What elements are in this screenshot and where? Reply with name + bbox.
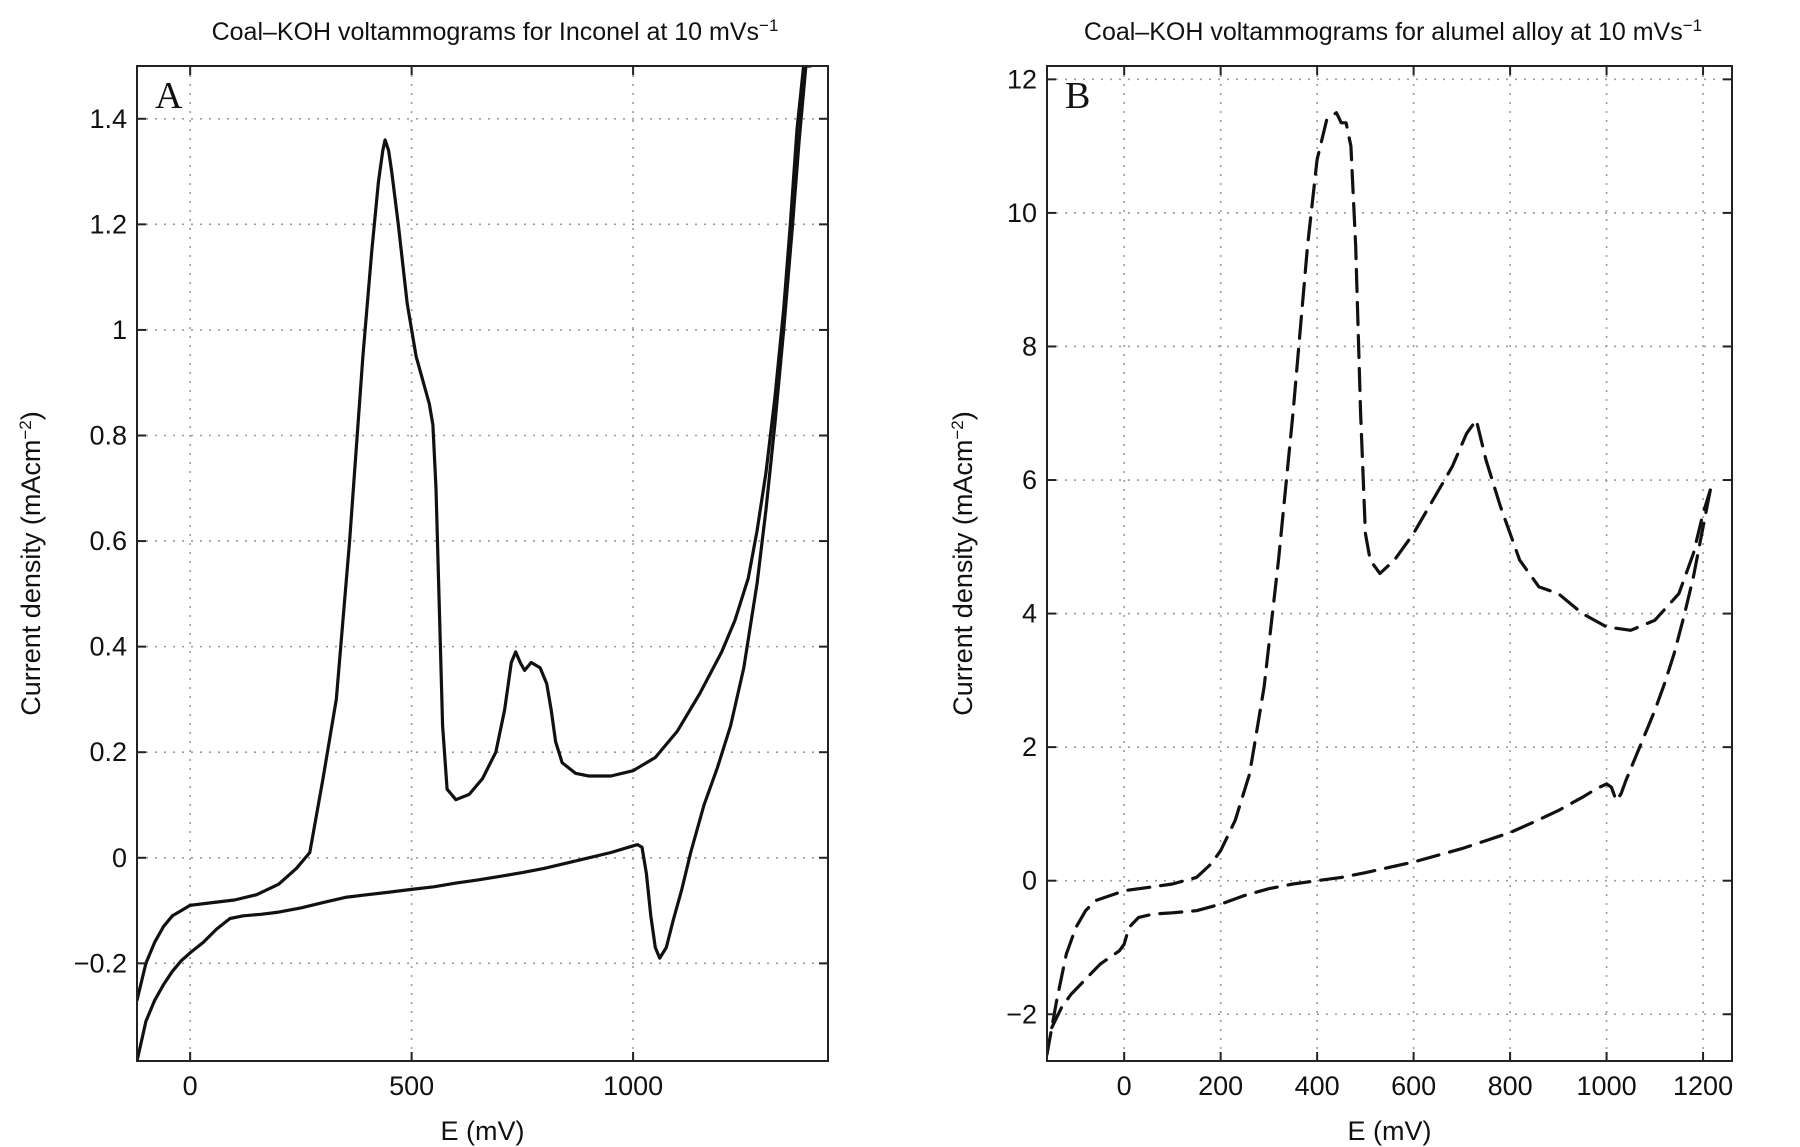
y-tick-label: 1 — [112, 315, 127, 345]
x-tick-label: 1000 — [1577, 1071, 1637, 1101]
y-tick-label: 0.6 — [89, 526, 127, 556]
series-1-line — [1047, 111, 1712, 1056]
x-tick-label: 0 — [183, 1071, 198, 1101]
x-tick-label: 600 — [1391, 1071, 1436, 1101]
y-tick-label: 4 — [1022, 599, 1037, 629]
x-axis-label-b: E (mV) — [1348, 1116, 1432, 1146]
x-tick-label: 500 — [389, 1071, 434, 1101]
series-1-line — [137, 66, 812, 1002]
plot-frame-b — [1046, 65, 1733, 1062]
x-tick-label: 1000 — [603, 1071, 663, 1101]
curves-b — [1047, 111, 1712, 1056]
x-axis-label-a: E (mV) — [441, 1116, 525, 1146]
y-tick-label: 12 — [1007, 64, 1037, 94]
y-tick-label: 0 — [1022, 866, 1037, 896]
y-tick-label: 6 — [1022, 465, 1037, 495]
grid-a — [137, 66, 828, 1061]
ticks-a: 0 500 1000 −0.2 0 0.2 0.4 0.6 0.8 1 1.2 1.4 — [74, 66, 828, 1101]
y-tick-label: −2 — [1006, 999, 1037, 1029]
x-tick-label: 800 — [1488, 1071, 1533, 1101]
x-tick-label: 200 — [1198, 1071, 1243, 1101]
panel-label-a: A — [155, 75, 183, 117]
y-tick-label: 1.2 — [89, 209, 127, 239]
y-axis-label-a: Current density (mAcm−2) — [16, 411, 47, 715]
x-tick-label: 0 — [1117, 1071, 1132, 1101]
y-tick-label: 0 — [112, 843, 127, 873]
grid-b — [1047, 66, 1732, 1061]
y-tick-label: 2 — [1022, 732, 1037, 762]
x-tick-label: 400 — [1295, 1071, 1340, 1101]
panel-label-b: B — [1065, 75, 1090, 117]
ticks-b: 0 200 400 600 800 1000 1200 −2 0 2 4 6 8 10 12 — [1006, 64, 1733, 1101]
chart-panel-b: 0 200 400 600 800 1000 1200 −2 0 2 4 6 8 10 12 B Coal–… — [948, 16, 1734, 1147]
y-tick-label: 8 — [1022, 331, 1037, 361]
chart-panel-a: 0 500 1000 −0.2 0 0.2 0.4 0.6 0.8 1 1.2 1.4 A Coal–… — [16, 16, 829, 1146]
y-axis-label-b: Current density (mAcm−2) — [948, 411, 979, 715]
y-tick-label: −0.2 — [74, 948, 127, 978]
series-2-line — [137, 66, 808, 1061]
chart-title-b: Coal–KOH voltammograms for alumel alloy … — [1084, 16, 1702, 47]
x-tick-label: 1200 — [1673, 1071, 1733, 1101]
y-tick-label: 1.4 — [89, 104, 127, 134]
y-tick-label: 0.2 — [89, 737, 127, 767]
series-2-line — [1050, 488, 1712, 1030]
curves-a — [137, 66, 812, 1061]
y-tick-label: 0.4 — [89, 632, 127, 662]
plot-frame-a — [136, 65, 829, 1062]
y-tick-label: 10 — [1007, 198, 1037, 228]
chart-title-a: Coal–KOH voltammograms for Inconel at 10… — [212, 16, 779, 47]
y-tick-label: 0.8 — [89, 420, 127, 450]
